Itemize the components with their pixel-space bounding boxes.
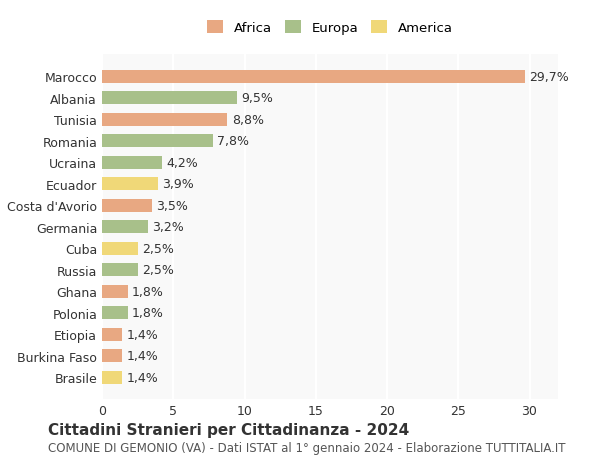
Text: 1,4%: 1,4% — [126, 349, 158, 362]
Bar — [102, 263, 137, 276]
Text: 7,8%: 7,8% — [217, 135, 250, 148]
Bar — [102, 135, 213, 148]
Text: 1,8%: 1,8% — [132, 285, 164, 298]
Bar — [102, 349, 122, 362]
Bar — [102, 178, 158, 191]
Bar — [102, 242, 137, 255]
Text: 3,2%: 3,2% — [152, 221, 184, 234]
Text: 3,5%: 3,5% — [156, 199, 188, 212]
Bar — [102, 371, 122, 384]
Bar — [102, 328, 122, 341]
Text: 1,4%: 1,4% — [126, 328, 158, 341]
Text: 1,8%: 1,8% — [132, 307, 164, 319]
Bar — [102, 157, 162, 169]
Bar — [102, 199, 152, 212]
Text: 8,8%: 8,8% — [232, 113, 263, 127]
Text: 9,5%: 9,5% — [242, 92, 274, 105]
Text: 4,2%: 4,2% — [166, 157, 198, 169]
Bar — [102, 92, 238, 105]
Bar — [102, 307, 128, 319]
Bar — [102, 221, 148, 234]
Bar — [102, 71, 525, 84]
Text: 3,9%: 3,9% — [162, 178, 194, 191]
Bar — [102, 113, 227, 127]
Legend: Africa, Europa, America: Africa, Europa, America — [203, 17, 457, 39]
Text: 2,5%: 2,5% — [142, 242, 174, 255]
Text: 1,4%: 1,4% — [126, 371, 158, 384]
Text: COMUNE DI GEMONIO (VA) - Dati ISTAT al 1° gennaio 2024 - Elaborazione TUTTITALIA: COMUNE DI GEMONIO (VA) - Dati ISTAT al 1… — [48, 441, 566, 454]
Text: Cittadini Stranieri per Cittadinanza - 2024: Cittadini Stranieri per Cittadinanza - 2… — [48, 422, 409, 437]
Text: 29,7%: 29,7% — [530, 71, 569, 84]
Text: 2,5%: 2,5% — [142, 263, 174, 277]
Bar — [102, 285, 128, 298]
